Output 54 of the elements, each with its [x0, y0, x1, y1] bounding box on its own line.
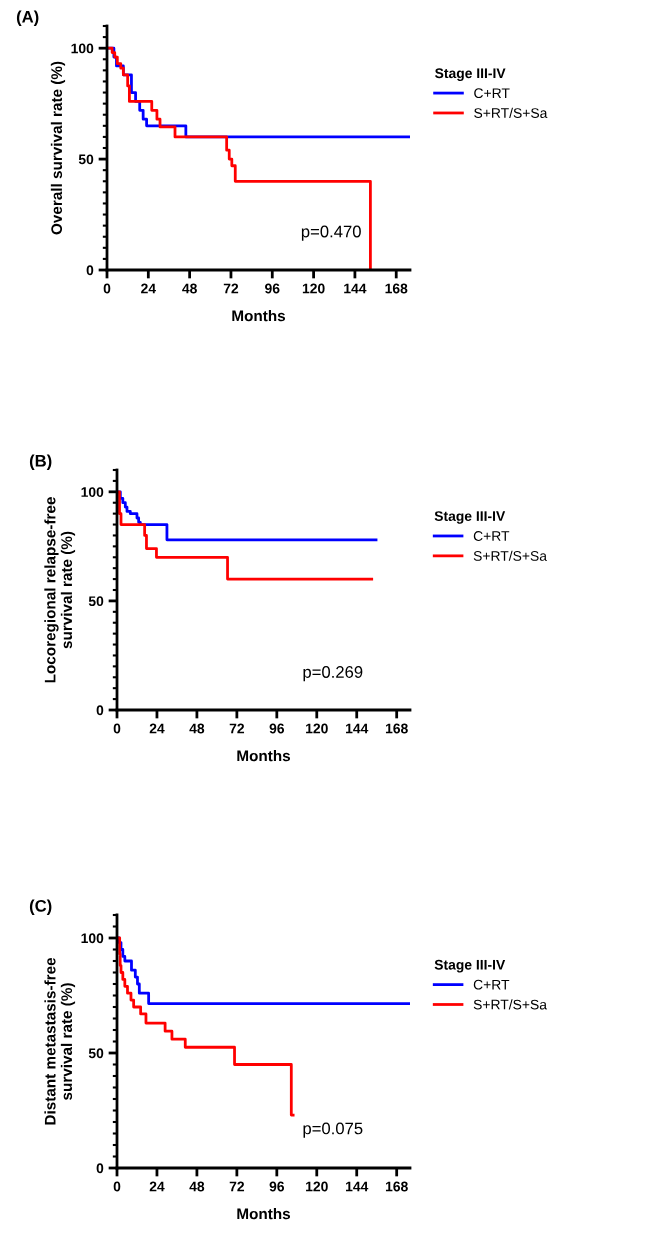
x-axis-title: Months — [237, 1208, 291, 1220]
x-tick-label: 96 — [269, 1181, 285, 1192]
x-tick-label: 96 — [269, 723, 285, 734]
y-axis-title: Overall survival rate (%) — [50, 61, 66, 235]
y-axis-title: Distant metastasis-free survival rate (%) — [44, 957, 76, 1125]
x-tick-label: 96 — [265, 283, 280, 294]
x-tick-label: 24 — [149, 723, 165, 734]
x-tick-label: 0 — [103, 283, 111, 294]
x-tick-label: 144 — [346, 723, 369, 734]
chart-title: (C) — [29, 899, 52, 915]
x-tick-label: 168 — [385, 1181, 408, 1192]
y-tick-label: 100 — [81, 933, 104, 944]
y-tick-label: 100 — [81, 487, 104, 497]
legend-label: C+RT — [473, 531, 510, 541]
x-tick-label: 144 — [346, 1181, 369, 1192]
x-tick-label: 168 — [385, 283, 408, 294]
legend-label: S+RT/S+Sa — [473, 999, 547, 1010]
x-tick-label: 72 — [223, 283, 239, 294]
y-tick-label: 0 — [86, 265, 94, 276]
annotation: p=0.075 — [303, 1122, 363, 1138]
annotation: p=0.269 — [303, 666, 363, 682]
x-tick-label: 72 — [229, 1181, 245, 1192]
y-tick-label: 50 — [88, 1048, 104, 1059]
x-tick-label: 0 — [113, 723, 121, 734]
x-tick-label: 168 — [385, 723, 408, 734]
y-tick-label: 0 — [96, 705, 104, 716]
x-tick-label: 48 — [182, 283, 197, 294]
legend-title: Stage III-IV — [434, 959, 506, 973]
x-tick-label: 48 — [189, 1181, 205, 1192]
x-axis-title: Months — [232, 310, 286, 322]
y-tick-label: 0 — [96, 1163, 104, 1174]
legend-title: Stage III-IV — [434, 511, 506, 524]
x-tick-label: 0 — [113, 1181, 121, 1192]
legend-title: Stage III-IV — [435, 68, 506, 81]
x-tick-label: 120 — [306, 1181, 328, 1192]
y-axis-title: Locoregional relapse-free survival rate (%) — [44, 497, 76, 683]
y-tick-label: 50 — [78, 154, 94, 165]
chart-title: (B) — [29, 454, 52, 470]
chart-title: (A) — [16, 10, 39, 26]
legend-label: C+RT — [473, 979, 510, 990]
x-tick-label: 120 — [302, 283, 325, 294]
annotation: p=0.470 — [301, 225, 361, 241]
legend-label: S+RT/S+Sa — [474, 107, 548, 118]
legend-label: C+RT — [474, 88, 510, 99]
y-tick-label: 50 — [88, 596, 104, 607]
x-tick-label: 120 — [306, 723, 328, 734]
x-tick-label: 24 — [149, 1181, 165, 1192]
x-tick-label: 48 — [189, 723, 205, 734]
y-tick-label: 100 — [71, 43, 94, 54]
legend-label: S+RT/S+Sa — [473, 550, 547, 561]
x-axis-title: Months — [237, 750, 291, 762]
x-tick-label: 24 — [141, 283, 156, 294]
x-tick-label: 72 — [229, 723, 245, 734]
x-tick-label: 144 — [344, 283, 367, 294]
